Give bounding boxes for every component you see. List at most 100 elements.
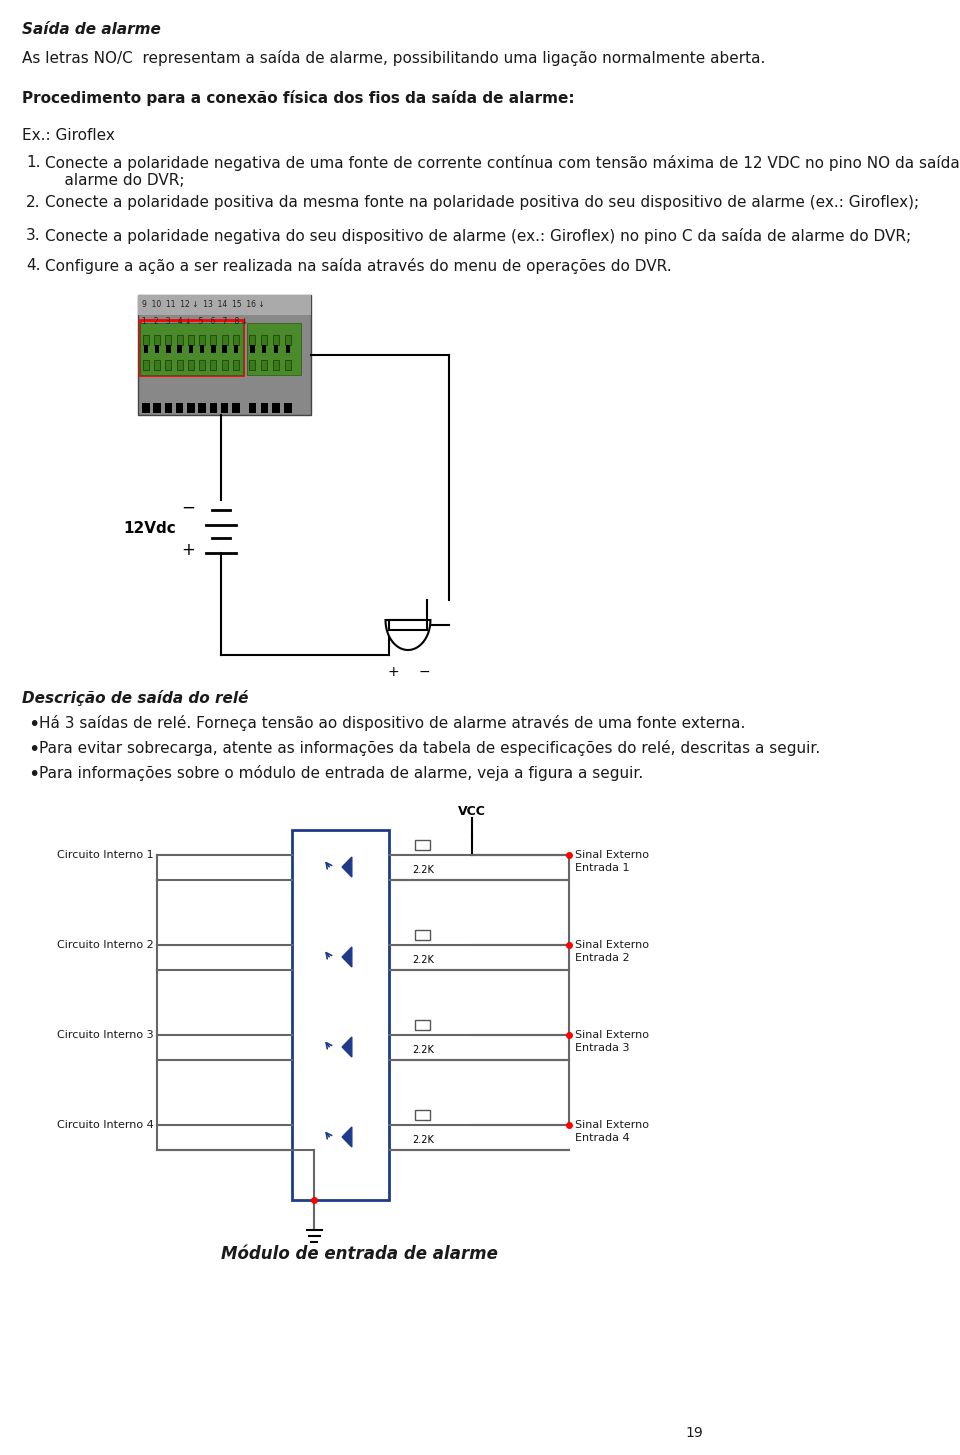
Bar: [416, 1110, 430, 1120]
Text: Conecte a polaridade positiva da mesma fonte na polaridade positiva do seu dispo: Conecte a polaridade positiva da mesma f…: [45, 195, 919, 210]
Bar: [250, 359, 255, 370]
Bar: [284, 403, 292, 413]
Text: As letras NO/C  representam a saída de alarme, possibilitando uma ligação normal: As letras NO/C representam a saída de al…: [22, 49, 766, 65]
Bar: [285, 359, 291, 370]
Text: 2.2K: 2.2K: [412, 954, 434, 965]
Bar: [178, 345, 181, 354]
Bar: [199, 359, 205, 370]
Bar: [262, 345, 267, 354]
Bar: [210, 359, 216, 370]
Bar: [165, 335, 172, 345]
Text: Sinal Externo: Sinal Externo: [575, 940, 649, 950]
Bar: [233, 345, 238, 354]
Bar: [250, 335, 255, 345]
Bar: [138, 295, 311, 314]
Bar: [154, 403, 161, 413]
Text: Sinal Externo: Sinal Externo: [575, 1120, 649, 1131]
Bar: [165, 359, 172, 370]
Bar: [261, 359, 267, 370]
Bar: [188, 359, 194, 370]
Bar: [249, 403, 256, 413]
Bar: [144, 345, 148, 354]
Bar: [285, 335, 291, 345]
Text: Configure a ação a ser realizada na saída através do menu de operações do DVR.: Configure a ação a ser realizada na saíd…: [45, 258, 672, 274]
Bar: [155, 359, 160, 370]
Text: 2.2K: 2.2K: [412, 1045, 434, 1055]
Bar: [222, 359, 228, 370]
Bar: [260, 403, 268, 413]
Bar: [232, 403, 240, 413]
Polygon shape: [342, 1128, 351, 1147]
Text: 1.: 1.: [26, 156, 40, 170]
Text: 4.: 4.: [26, 258, 40, 274]
Text: Conecte a polaridade negativa de uma fonte de corrente contínua com tensão máxim: Conecte a polaridade negativa de uma fon…: [45, 156, 960, 188]
Bar: [274, 335, 279, 345]
Bar: [416, 840, 430, 850]
Bar: [223, 345, 227, 354]
Polygon shape: [342, 857, 351, 877]
Bar: [140, 320, 243, 375]
Text: Há 3 saídas de relé. Forneça tensão ao dispositivo de alarme através de uma font: Há 3 saídas de relé. Forneça tensão ao d…: [39, 714, 745, 730]
Bar: [199, 335, 205, 345]
Bar: [389, 620, 426, 630]
Bar: [416, 1020, 430, 1030]
Polygon shape: [386, 620, 430, 650]
Bar: [142, 403, 150, 413]
Bar: [140, 323, 243, 375]
Bar: [138, 295, 311, 415]
Text: 12Vdc: 12Vdc: [123, 521, 176, 535]
Text: •: •: [29, 714, 39, 733]
Bar: [188, 345, 193, 354]
Text: Entrada 1: Entrada 1: [575, 863, 630, 873]
Bar: [166, 345, 171, 354]
Text: −: −: [180, 499, 195, 517]
Text: Circuito Interno 4: Circuito Interno 4: [57, 1120, 154, 1131]
Text: Conecte a polaridade negativa do seu dispositivo de alarme (ex.: Giroflex) no pi: Conecte a polaridade negativa do seu dis…: [45, 228, 911, 244]
Text: Entrada 3: Entrada 3: [575, 1043, 630, 1053]
Bar: [177, 335, 182, 345]
Bar: [286, 345, 291, 354]
Bar: [177, 359, 182, 370]
Text: Módulo de entrada de alarme: Módulo de entrada de alarme: [221, 1245, 497, 1263]
Text: VCC: VCC: [458, 805, 486, 818]
Text: •: •: [29, 765, 39, 784]
Bar: [233, 335, 239, 345]
Text: 19: 19: [685, 1426, 704, 1440]
Bar: [274, 359, 279, 370]
Text: 2.2K: 2.2K: [412, 1135, 434, 1145]
Bar: [221, 403, 228, 413]
Bar: [273, 403, 280, 413]
Text: •: •: [29, 741, 39, 760]
Text: 3.: 3.: [26, 228, 41, 243]
Text: Entrada 4: Entrada 4: [575, 1133, 630, 1144]
Bar: [416, 930, 430, 940]
Bar: [274, 345, 278, 354]
Text: Sinal Externo: Sinal Externo: [575, 850, 649, 860]
Text: Entrada 2: Entrada 2: [575, 953, 630, 963]
Polygon shape: [342, 947, 351, 968]
Bar: [188, 335, 194, 345]
Text: −: −: [419, 665, 430, 679]
Text: Circuito Interno 3: Circuito Interno 3: [57, 1030, 154, 1040]
Text: 2.: 2.: [26, 195, 40, 210]
Bar: [261, 335, 267, 345]
Text: Circuito Interno 2: Circuito Interno 2: [57, 940, 154, 950]
Text: Circuito Interno 1: Circuito Interno 1: [57, 850, 154, 860]
Bar: [211, 345, 216, 354]
Bar: [222, 335, 228, 345]
Bar: [155, 345, 159, 354]
Bar: [247, 323, 300, 375]
Text: Sinal Externo: Sinal Externo: [575, 1030, 649, 1040]
Text: 2.2K: 2.2K: [412, 866, 434, 874]
Bar: [210, 335, 216, 345]
Text: 9  10  11  12 ↓  13  14  15  16 ↓: 9 10 11 12 ↓ 13 14 15 16 ↓: [142, 300, 265, 308]
Bar: [209, 403, 217, 413]
Text: 1   2   3   4 ↓   5   6   7   8 ↓: 1 2 3 4 ↓ 5 6 7 8 ↓: [142, 317, 249, 326]
Text: Procedimento para a conexão física dos fios da saída de alarme:: Procedimento para a conexão física dos f…: [22, 90, 575, 106]
Bar: [143, 359, 149, 370]
Text: Para informações sobre o módulo de entrada de alarme, veja a figura a seguir.: Para informações sobre o módulo de entra…: [39, 765, 643, 781]
Bar: [165, 403, 172, 413]
Bar: [143, 335, 149, 345]
Text: Ex.: Giroflex: Ex.: Giroflex: [22, 128, 115, 143]
Polygon shape: [342, 1037, 351, 1056]
